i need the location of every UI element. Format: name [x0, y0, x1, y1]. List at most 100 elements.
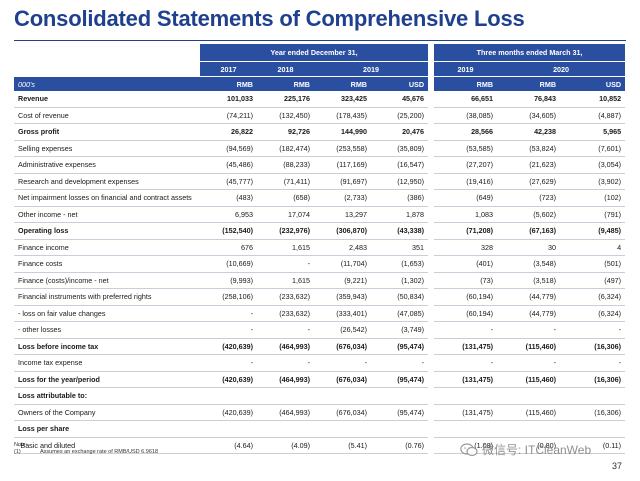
cell-value: 92,726: [257, 123, 314, 141]
watermark-text: 微信号: ITCleanWeb: [482, 443, 592, 457]
cell-value: -: [497, 354, 561, 372]
table-row: Research and development expenses (45,777…: [14, 173, 626, 190]
cell-value: 144,990: [314, 123, 371, 141]
table-row: Financial instruments with preferred rig…: [14, 288, 626, 306]
cell-value: (464,993): [257, 371, 314, 388]
cell-value: -: [434, 321, 498, 339]
page-title: Consolidated Statements of Comprehensive…: [14, 6, 525, 31]
title-divider: [14, 40, 626, 41]
cell-value: (115,460): [497, 371, 561, 388]
cell-value: 13,297: [314, 206, 371, 223]
row-label: Financial instruments with preferred rig…: [14, 288, 200, 306]
cell-value: (115,460): [497, 404, 561, 421]
row-label: Other income - net: [14, 206, 200, 223]
cell-value: (45,486): [200, 156, 257, 174]
header-year: 2019: [314, 61, 429, 77]
table-row: Finance income 676 1,615 2,483 351 328 30 4: [14, 239, 626, 256]
cell-value: (676,034): [314, 338, 371, 355]
page-number: 37: [611, 461, 622, 471]
cell-value: (464,993): [257, 338, 314, 355]
cell-value: (131,475): [434, 338, 498, 355]
cell-value: (115,460): [497, 338, 561, 355]
cell-value: -: [200, 354, 257, 372]
cell-value: (47,085): [371, 305, 429, 322]
footnote-heading: Note:: [14, 442, 28, 448]
cell-value: [434, 420, 498, 438]
table-row: Selling expenses (94,569) (182,474) (253,55…: [14, 140, 626, 157]
cell-value: (5.41): [314, 437, 371, 454]
cell-value: (44,779): [497, 305, 561, 322]
cell-value: [200, 420, 257, 438]
cell-value: (5,602): [497, 206, 561, 223]
cell-value: [371, 387, 429, 405]
cell-value: 26,822: [200, 123, 257, 141]
cell-value: (67,163): [497, 222, 561, 240]
cell-value: (1,302): [371, 272, 429, 289]
row-label: Cost of revenue: [14, 107, 200, 124]
cell-value: (178,435): [314, 107, 371, 124]
cell-value: (16,547): [371, 156, 429, 174]
cell-value: (4.09): [257, 437, 314, 454]
cell-value: (497): [560, 272, 626, 289]
cell-value: (60,194): [434, 288, 498, 306]
cell-value: 4: [560, 239, 626, 256]
cell-value: (131,475): [434, 371, 498, 388]
cell-value: (27,629): [497, 173, 561, 190]
header-currency: RMB: [200, 76, 257, 91]
header-year-ended: Year ended December 31,: [200, 44, 429, 62]
cell-value: -: [314, 354, 371, 372]
cell-value: (91,697): [314, 173, 371, 190]
table-row: Loss for the year/period (420,639) (464,99…: [14, 371, 626, 388]
cell-value: (74,211): [200, 107, 257, 124]
cell-value: 30: [497, 239, 561, 256]
table-row: Other income - net 6,953 17,074 13,297 1,878…: [14, 206, 626, 223]
cell-value: 45,676: [371, 91, 429, 108]
cell-value: (117,169): [314, 156, 371, 174]
cell-value: (676,034): [314, 404, 371, 421]
header-currency: RMB: [434, 76, 498, 91]
header-year: 2018: [257, 61, 314, 77]
cell-value: 5,965: [560, 123, 626, 141]
cell-value: (27,207): [434, 156, 498, 174]
row-label: Loss for the year/period: [14, 371, 200, 388]
cell-value: (21,623): [497, 156, 561, 174]
cell-value: -: [560, 321, 626, 339]
cell-value: (16,306): [560, 371, 626, 388]
cell-value: 1,878: [371, 206, 429, 223]
cell-value: (3,518): [497, 272, 561, 289]
cell-value: (95,474): [371, 338, 429, 355]
cell-value: (464,993): [257, 404, 314, 421]
cell-value: (6,324): [560, 305, 626, 322]
cell-value: (501): [560, 255, 626, 273]
cell-value: -: [560, 354, 626, 372]
row-label: Administrative expenses: [14, 156, 200, 174]
cell-value: (3,749): [371, 321, 429, 339]
header-period-row: Year ended December 31, Three months end…: [14, 44, 626, 62]
cell-value: (233,632): [257, 305, 314, 322]
row-label: Selling expenses: [14, 140, 200, 157]
cell-value: (386): [371, 189, 429, 207]
cell-value: (12,950): [371, 173, 429, 190]
cell-value: (791): [560, 206, 626, 223]
cell-value: (131,475): [434, 404, 498, 421]
header-currency: USD: [371, 76, 429, 91]
header-year: 2020: [497, 61, 626, 77]
cell-value: (43,338): [371, 222, 429, 240]
header-year-row: 2017 2018 2019 2019 2020: [14, 61, 626, 77]
cell-value: (483): [200, 189, 257, 207]
header-currency: RMB: [314, 76, 371, 91]
table-row: Owners of the Company (420,639) (464,993)(…: [14, 404, 626, 421]
header-currency: RMB: [257, 76, 314, 91]
cell-value: (182,474): [257, 140, 314, 157]
cell-value: [434, 387, 498, 405]
cell-value: (3,902): [560, 173, 626, 190]
table-row: Finance costs (10,669) - (11,704) (1,653) (40…: [14, 255, 626, 273]
table-row: - other losses - - (26,542) (3,749) - - -: [14, 321, 626, 339]
cell-value: 10,852: [560, 91, 626, 108]
row-label: Income tax expense: [14, 354, 200, 372]
cell-value: (44,779): [497, 288, 561, 306]
cell-value: [497, 387, 561, 405]
cell-value: (420,639): [200, 338, 257, 355]
cell-value: 225,176: [257, 91, 314, 108]
cell-value: (16,306): [560, 404, 626, 421]
